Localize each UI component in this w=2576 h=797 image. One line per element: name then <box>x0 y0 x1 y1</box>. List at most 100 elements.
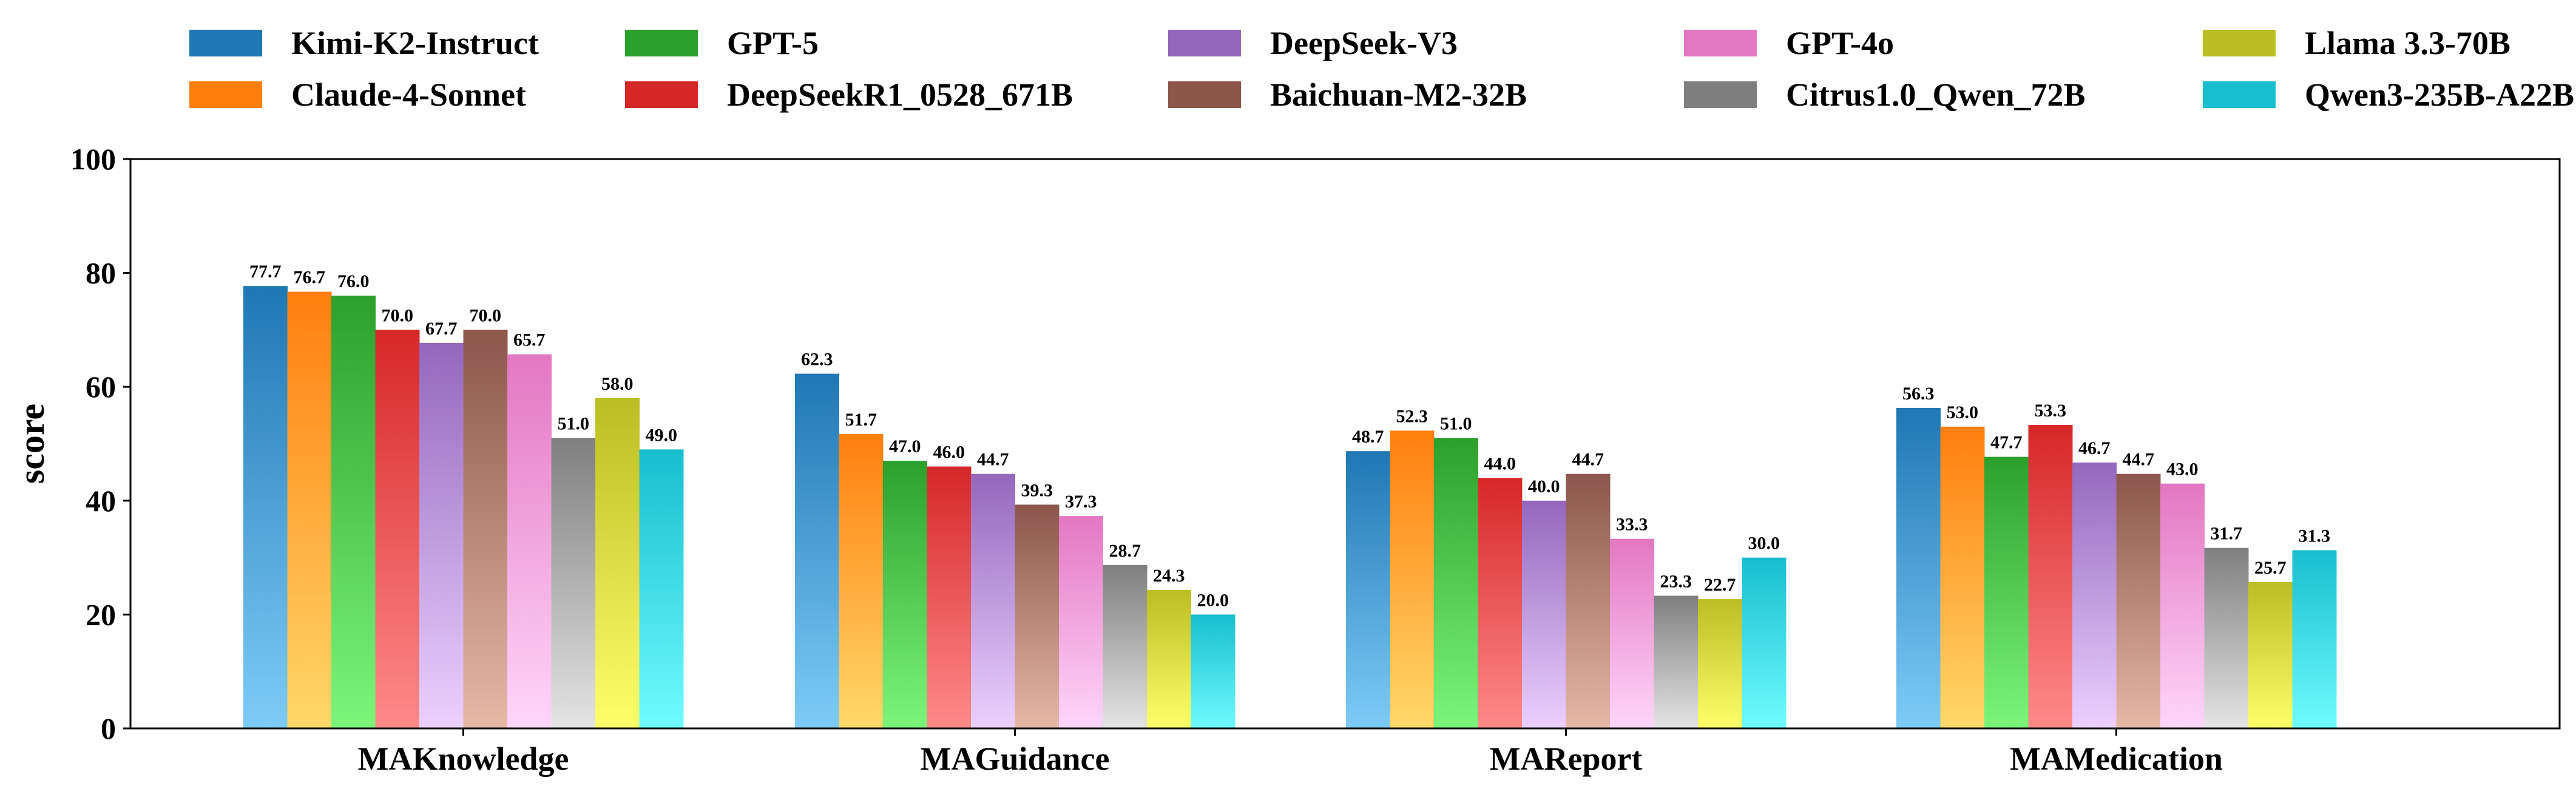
legend-swatch <box>2203 30 2276 56</box>
data-label: 76.7 <box>294 268 326 288</box>
bar-MAReport-Citrus1.0_Qwen_72B <box>1654 595 1699 728</box>
bar-MAGuidance-Baichuan-M2-32B <box>1015 504 1060 728</box>
y-tick-label: 100 <box>70 142 116 176</box>
data-label: 44.7 <box>1572 450 1604 470</box>
legend-item: Llama 3.3-70B <box>2203 25 2510 61</box>
data-label: 46.0 <box>933 443 965 463</box>
legend-item: DeepSeekR1_0528_671B <box>625 76 1073 113</box>
legend-label: GPT-4o <box>1786 25 1894 61</box>
value-labels: 77.7 76.7 76.0 70.0 67.7 70.0 65.7 51.0 58.0 49.0… <box>249 262 2330 610</box>
legend-label: Qwen3-235B-A22B <box>2305 76 2574 113</box>
plot-area: 77.7 76.7 76.0 70.0 67.7 70.0 65.7 51.0 58.0 49.0… <box>70 142 2561 777</box>
bar-MAMedication-Claude-4-Sonnet <box>1940 426 1985 728</box>
legend-swatch <box>189 81 262 108</box>
bar-MAKnowledge-Qwen3-235B-A22B <box>639 449 684 728</box>
bar-MAMedication-Llama 3.3-70B <box>2248 582 2293 728</box>
bar-MAGuidance-Llama 3.3-70B <box>1147 590 1191 728</box>
bar-MAKnowledge-Baichuan-M2-32B <box>463 330 508 728</box>
bar-MAKnowledge-GPT-5 <box>331 296 376 728</box>
bar-MAMedication-Kimi-K2-Instruct <box>1896 407 1941 728</box>
legend-item: Baichuan-M2-32B <box>1168 76 1527 113</box>
legend-item: Kimi-K2-Instruct <box>189 25 539 61</box>
legend-item: DeepSeek-V3 <box>1168 25 1458 61</box>
data-label: 49.0 <box>646 425 678 445</box>
data-label: 58.0 <box>601 374 634 394</box>
bar-MAMedication-GPT-5 <box>1984 456 2029 728</box>
bar-MAGuidance-Citrus1.0_Qwen_72B <box>1103 565 1148 728</box>
y-tick-label: 80 <box>86 256 116 290</box>
bars <box>243 286 2337 729</box>
bar-MAKnowledge-GPT-4o <box>507 354 552 728</box>
data-label: 25.7 <box>2254 558 2287 578</box>
data-label: 31.3 <box>2299 526 2331 546</box>
legend-label: Baichuan-M2-32B <box>1270 76 1527 113</box>
bar-MAReport-GPT-5 <box>1434 438 1478 728</box>
x-tick-label: MAGuidance <box>920 741 1109 777</box>
data-label: 44.7 <box>977 450 1009 470</box>
data-label: 40.0 <box>1528 477 1560 497</box>
bar-MAMedication-GPT-4o <box>2160 483 2205 728</box>
bar-MAGuidance-Qwen3-235B-A22B <box>1191 614 1236 728</box>
bar-MAKnowledge-Llama 3.3-70B <box>595 398 640 728</box>
legend-swatch <box>2203 81 2276 108</box>
bar-MAReport-Claude-4-Sonnet <box>1390 430 1435 728</box>
bar-MAReport-Kimi-K2-Instruct <box>1346 451 1390 728</box>
bar-MAReport-Baichuan-M2-32B <box>1566 473 1611 728</box>
y-axis-label: score <box>12 404 52 484</box>
bar-MAGuidance-GPT-4o <box>1059 516 1103 728</box>
bar-MAMedication-Baichuan-M2-32B <box>2116 473 2161 728</box>
legend-swatch <box>1168 81 1241 108</box>
bar-MAGuidance-Claude-4-Sonnet <box>839 434 884 728</box>
bar-MAGuidance-DeepSeek-V3 <box>971 473 1015 728</box>
data-label: 51.0 <box>1440 414 1472 434</box>
data-label: 70.0 <box>382 305 414 325</box>
x-tick-label: MAKnowledge <box>358 741 569 777</box>
bar-MAGuidance-GPT-5 <box>883 461 927 728</box>
legend-label: Citrus1.0_Qwen_72B <box>1786 76 2086 113</box>
data-label: 43.0 <box>2166 460 2199 480</box>
y-tick-label: 60 <box>86 370 116 404</box>
data-label: 62.3 <box>801 350 833 370</box>
bar-MAMedication-Qwen3-235B-A22B <box>2292 550 2337 728</box>
data-label: 53.3 <box>2035 401 2067 421</box>
legend-label: DeepSeek-V3 <box>1270 25 1458 61</box>
bar-MAKnowledge-Kimi-K2-Instruct <box>243 286 288 728</box>
legend-item: GPT-5 <box>625 25 819 61</box>
data-label: 67.7 <box>425 319 458 339</box>
legend-label: DeepSeekR1_0528_671B <box>727 76 1073 113</box>
y-tick-label: 40 <box>86 484 116 518</box>
bar-MAGuidance-Kimi-K2-Instruct <box>795 373 839 728</box>
bar-MAGuidance-DeepSeekR1_0528_671B <box>927 466 972 728</box>
x-tick-label: MAMedication <box>2010 741 2223 777</box>
data-label: 47.7 <box>1990 433 2023 453</box>
data-label: 56.3 <box>1902 384 1935 404</box>
data-label: 23.3 <box>1660 571 1692 591</box>
legend-item: Claude-4-Sonnet <box>189 76 526 113</box>
data-label: 24.3 <box>1153 566 1185 586</box>
bar-MAReport-Qwen3-235B-A22B <box>1742 557 1787 728</box>
legend-swatch <box>1168 30 1241 56</box>
data-label: 77.7 <box>249 262 282 282</box>
data-label: 52.3 <box>1396 406 1428 426</box>
data-label: 28.7 <box>1109 541 1141 561</box>
bar-MAMedication-DeepSeekR1_0528_671B <box>2028 425 2073 728</box>
bar-MAReport-DeepSeekR1_0528_671B <box>1478 478 1523 728</box>
bar-MAKnowledge-Claude-4-Sonnet <box>287 291 332 729</box>
data-label: 22.7 <box>1704 575 1736 595</box>
bar-MAMedication-DeepSeek-V3 <box>2072 462 2117 728</box>
data-label: 46.7 <box>2078 438 2111 458</box>
bar-MAKnowledge-DeepSeekR1_0528_671B <box>375 330 420 728</box>
legend-label: GPT-5 <box>727 25 819 61</box>
plot-frame <box>129 158 2561 730</box>
data-label: 65.7 <box>513 330 546 350</box>
legend-swatch <box>1684 30 1757 56</box>
data-label: 70.0 <box>470 305 502 325</box>
legend-swatch <box>1684 81 1757 108</box>
bar-MAKnowledge-Citrus1.0_Qwen_72B <box>551 438 596 728</box>
data-label: 51.0 <box>558 414 590 434</box>
data-label: 76.0 <box>337 271 370 291</box>
legend-swatch <box>625 30 698 56</box>
y-tick-label: 20 <box>86 597 116 631</box>
legend-label: Kimi-K2-Instruct <box>291 25 539 61</box>
